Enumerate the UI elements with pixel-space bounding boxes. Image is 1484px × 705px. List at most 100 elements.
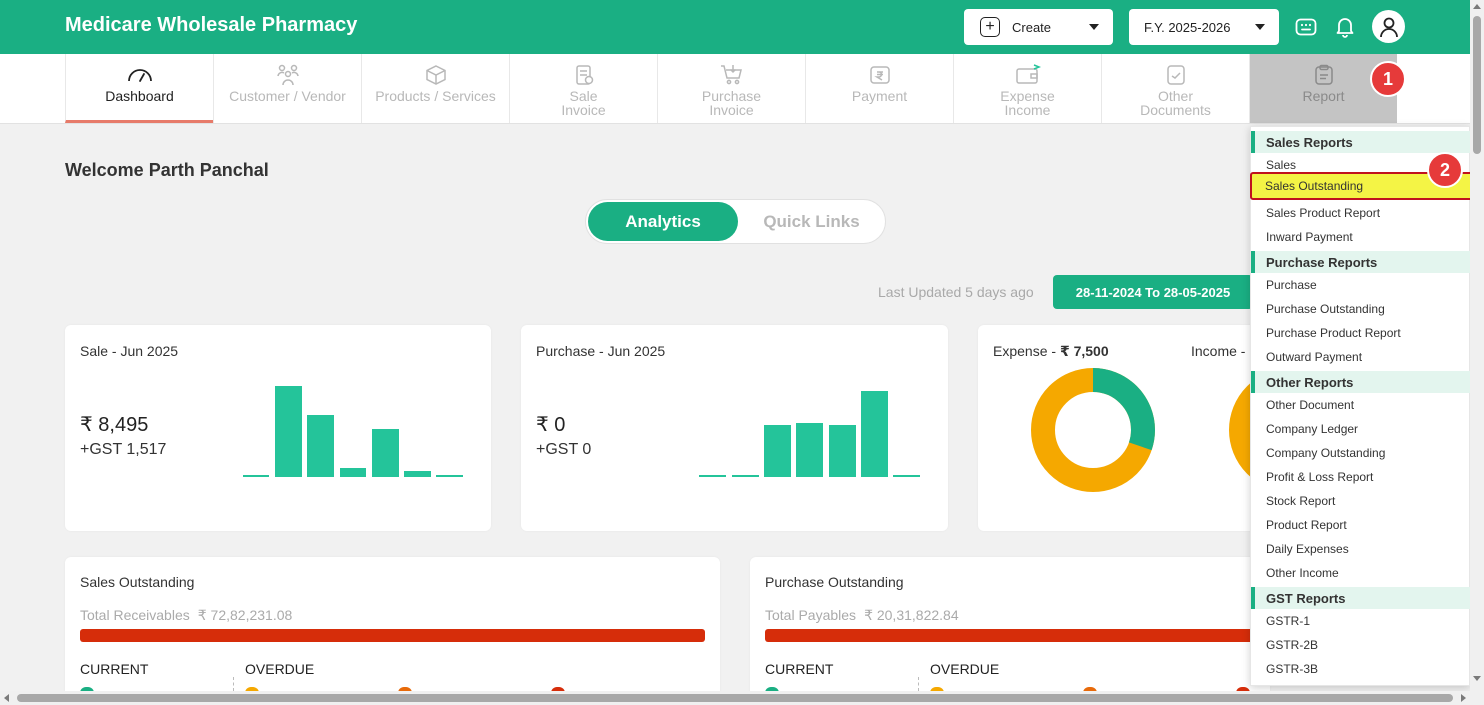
purchase-gst: +GST 0 [536, 441, 592, 458]
card-title: Purchase Outstanding [765, 574, 904, 590]
total-value: ₹ 72,82,231.08 [197, 607, 293, 623]
financial-year-label: F.Y. 2025-2026 [1144, 20, 1231, 35]
menu-item-sales[interactable]: Sales [1266, 158, 1297, 172]
financial-year-select[interactable]: F.Y. 2025-2026 [1129, 9, 1279, 45]
chart-bar [829, 425, 856, 477]
legend-dot [245, 687, 259, 693]
keyboard-icon[interactable] [1293, 14, 1319, 40]
tab-label: Other Documents [1140, 88, 1211, 118]
tab-other-documents[interactable]: Other Documents [1101, 54, 1249, 123]
brand-title: Medicare Wholesale Pharmacy [65, 14, 358, 36]
section-sales-reports: Sales Reports [1251, 131, 1470, 153]
chart-bar [372, 429, 399, 477]
sales-outstanding-card: Sales Outstanding Total Receivables ₹ 72,… [65, 557, 720, 697]
menu-item-gstr-3b[interactable]: GSTR-3B [1266, 662, 1319, 676]
report-dropdown: Sales Reports Sales Sales Product Report… [1250, 126, 1470, 686]
expense-donut [1031, 368, 1155, 492]
menu-item-inward-payment[interactable]: Inward Payment [1266, 230, 1353, 244]
menu-item-outward-payment[interactable]: Outward Payment [1266, 350, 1363, 364]
last-updated-text: Last Updated 5 days ago [878, 284, 1034, 300]
menu-item-purchase-product-report[interactable]: Purchase Product Report [1266, 326, 1401, 340]
tab-label: Purchase Invoice [701, 88, 762, 118]
legend-dot [551, 687, 565, 693]
scroll-down-icon[interactable] [1473, 676, 1481, 681]
menu-item-company-ledger[interactable]: Company Ledger [1266, 422, 1359, 436]
chart-bar [404, 471, 431, 477]
menu-item-gstr-2b[interactable]: GSTR-2B [1266, 638, 1319, 652]
menu-item-purchase-outstanding[interactable]: Purchase Outstanding [1266, 302, 1385, 316]
chevron-down-icon [1255, 24, 1265, 30]
card-title: Purchase - Jun 2025 [536, 343, 666, 359]
sale-card: Sale - Jun 2025 ₹ 8,495 +GST 1,517 [65, 325, 491, 531]
scrollbar-thumb[interactable] [17, 694, 1453, 702]
avatar[interactable] [1372, 10, 1405, 43]
create-button[interactable]: + Create [964, 9, 1113, 45]
expense-label: Expense - [993, 343, 1060, 359]
menu-item-daily-expenses[interactable]: Daily Expenses [1266, 542, 1349, 556]
people-icon [276, 63, 300, 87]
document-icon [1165, 63, 1187, 87]
tab-dashboard[interactable]: Dashboard [65, 54, 213, 123]
total-payables: Total Payables ₹ 20,31,822.84 [765, 607, 959, 624]
menu-item-gstr-1[interactable]: GSTR-1 [1266, 614, 1311, 628]
outstanding-bar [80, 629, 705, 642]
cart-icon [720, 63, 744, 87]
chart-bar [243, 475, 269, 477]
menu-item-stock-report[interactable]: Stock Report [1266, 494, 1336, 508]
tab-quick-links[interactable]: Quick Links [763, 211, 860, 231]
top-header: Medicare Wholesale Pharmacy + Create F.Y… [0, 0, 1470, 54]
legend-dot [1083, 687, 1097, 693]
speedometer-icon [127, 63, 153, 87]
scroll-up-icon[interactable] [1473, 4, 1481, 9]
menu-item-product-report[interactable]: Product Report [1266, 518, 1347, 532]
scroll-right-icon[interactable] [1461, 694, 1466, 702]
vertical-scrollbar[interactable] [1470, 0, 1484, 705]
section-purchase-reports: Purchase Reports [1251, 251, 1470, 273]
tab-purchase-invoice[interactable]: Purchase Invoice [657, 54, 805, 123]
tab-sale-invoice[interactable]: Sale Invoice [509, 54, 657, 123]
divider [918, 677, 919, 691]
purchase-card: Purchase - Jun 2025 ₹ 0 +GST 0 [521, 325, 948, 531]
clipboard-icon [1313, 63, 1335, 87]
menu-item-other-document[interactable]: Other Document [1266, 398, 1355, 412]
tab-label: Dashboard [105, 88, 174, 104]
legend-dot [1236, 687, 1250, 693]
chart-bar [699, 475, 726, 477]
tab-products-services[interactable]: Products / Services [361, 54, 509, 123]
expense-income-card: Expense - ₹ 7,500 Income - [978, 325, 1268, 531]
total-label: Total Payables [765, 607, 857, 623]
create-label: Create [1012, 19, 1052, 35]
chart-bar [796, 423, 823, 477]
tab-payment[interactable]: Payment [805, 54, 953, 123]
date-range-button[interactable]: 28-11-2024 To 28-05-2025 [1053, 275, 1253, 309]
section-gst-reports: GST Reports [1251, 587, 1470, 609]
tab-label: Customer / Vendor [229, 88, 346, 104]
chart-bar [732, 475, 759, 477]
horizontal-scrollbar[interactable] [0, 691, 1470, 705]
overdue-label: OVERDUE [245, 661, 315, 677]
scroll-left-icon[interactable] [4, 694, 9, 702]
sale-amount: ₹ 8,495 [80, 414, 149, 436]
main-nav: Dashboard Customer / Vendor Products / S… [0, 54, 1470, 124]
current-label: CURRENT [80, 661, 149, 677]
chart-bar [275, 386, 302, 477]
chart-bar [861, 391, 888, 477]
tab-analytics[interactable]: Analytics [588, 202, 738, 241]
menu-item-other-income[interactable]: Other Income [1266, 566, 1339, 580]
invoice-icon [573, 63, 595, 87]
menu-item-company-outstanding[interactable]: Company Outstanding [1266, 446, 1386, 460]
menu-item-profit-loss-report[interactable]: Profit & Loss Report [1266, 470, 1374, 484]
scrollbar-thumb[interactable] [1473, 16, 1481, 154]
chart-bar [893, 475, 920, 477]
tab-label: Expense Income [1000, 88, 1055, 118]
plus-icon: + [980, 17, 1000, 37]
purchase-outstanding-card: Purchase Outstanding Total Payables ₹ 20,… [750, 557, 1270, 697]
bell-icon[interactable] [1332, 14, 1358, 40]
menu-item-sales-product-report[interactable]: Sales Product Report [1266, 206, 1381, 220]
chart-bar [764, 425, 791, 477]
section-other-reports: Other Reports [1251, 371, 1470, 393]
menu-item-purchase[interactable]: Purchase [1266, 278, 1317, 292]
tab-expense-income[interactable]: Expense Income [953, 54, 1101, 123]
tab-customer-vendor[interactable]: Customer / Vendor [213, 54, 361, 123]
tab-label: Payment [851, 88, 908, 104]
